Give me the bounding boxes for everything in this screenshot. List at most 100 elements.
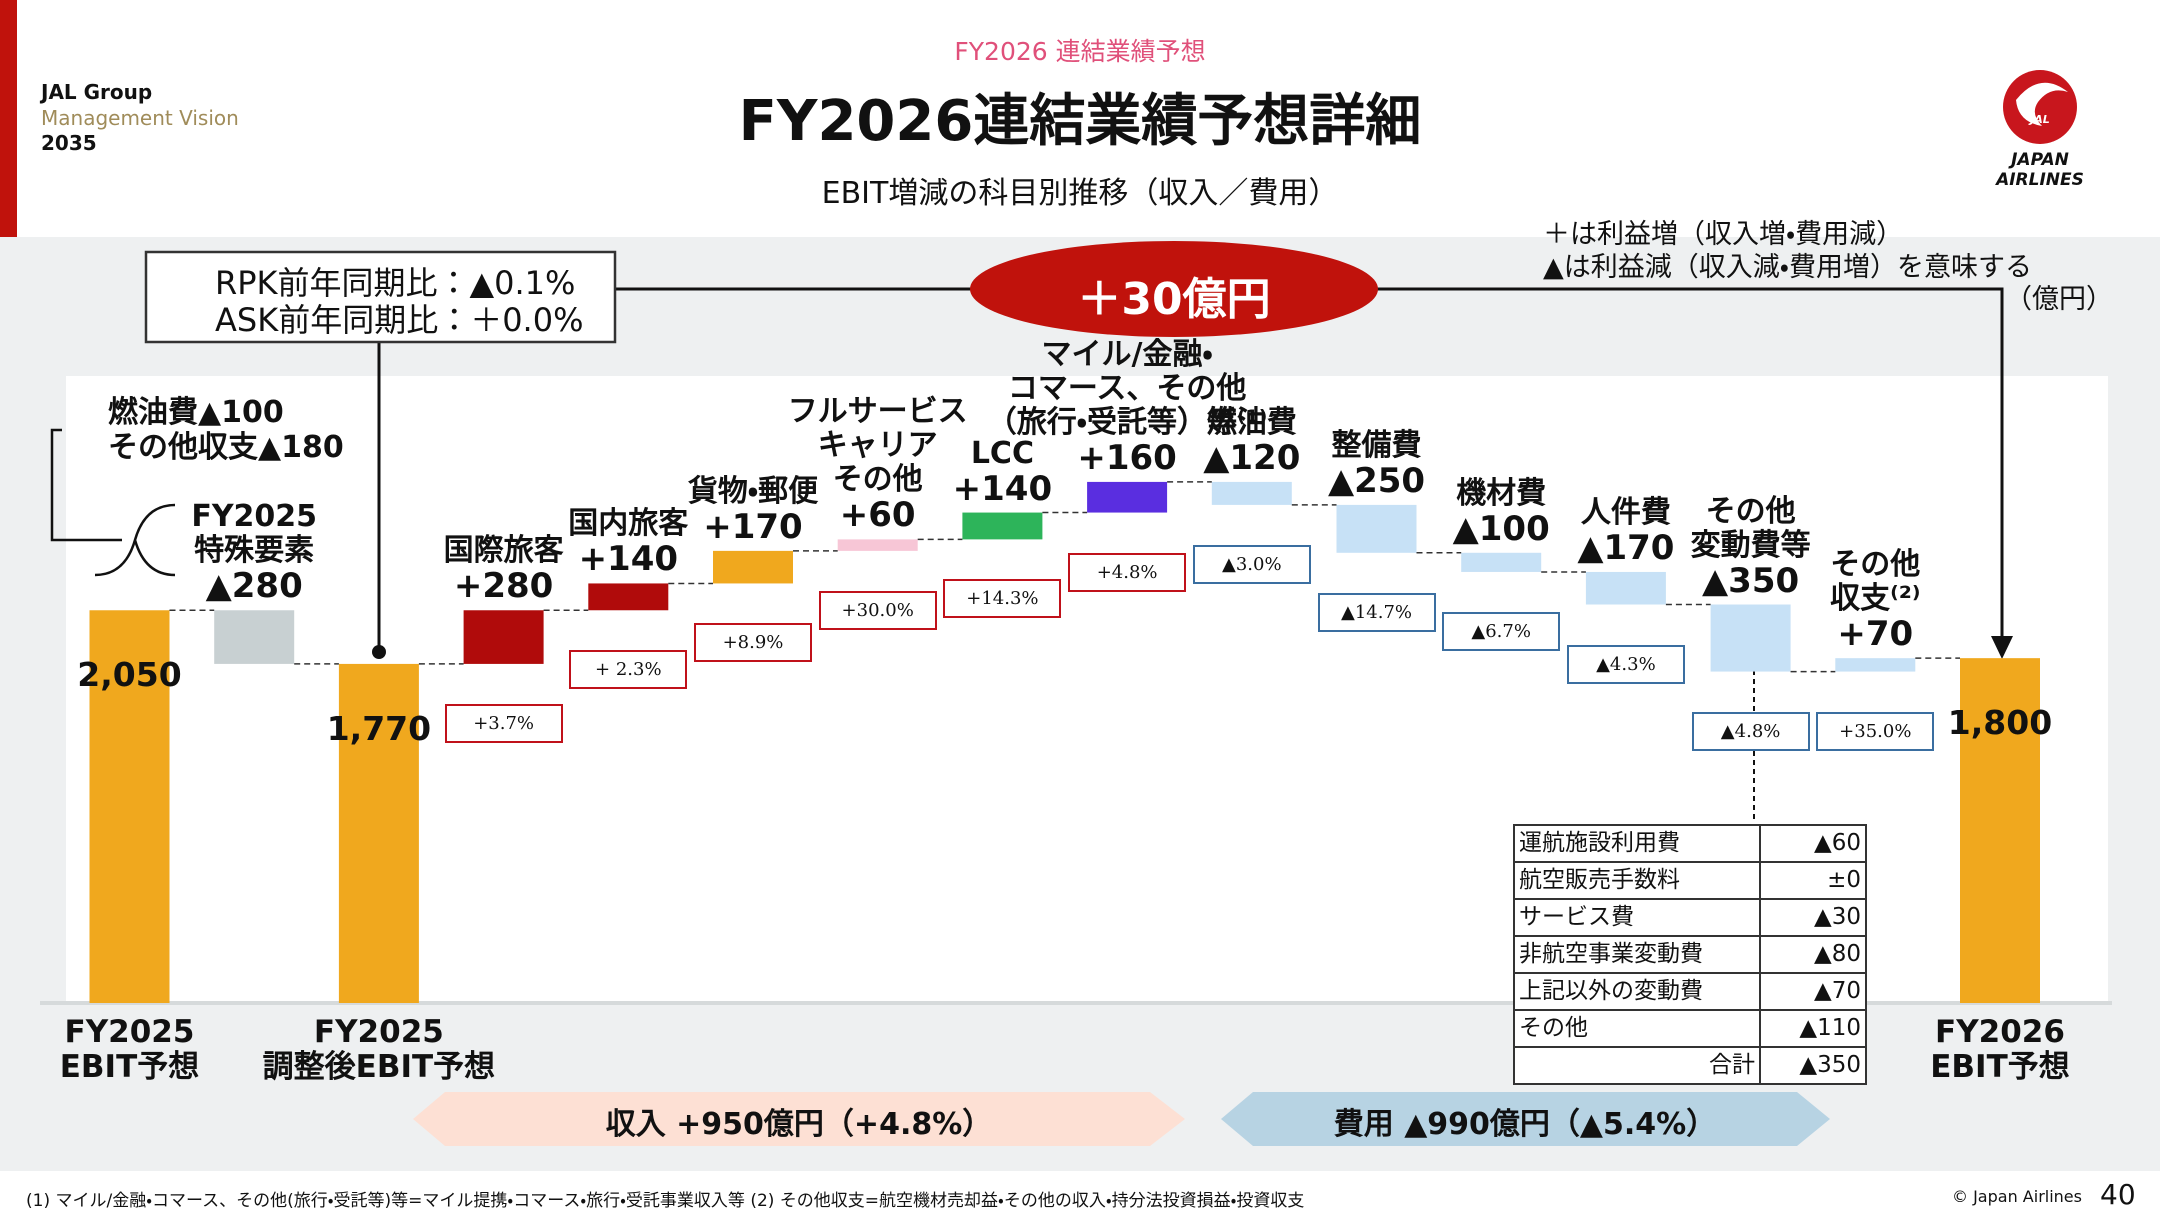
value-label: +60: [839, 495, 916, 536]
legend-note: ▲は利益減（収入減・費用増）を意味する: [1543, 252, 2032, 283]
category-label: FY2026 EBIT予想: [1930, 1014, 2070, 1085]
page-number: 40: [2100, 1178, 2136, 1211]
change-box: +14.3%: [943, 579, 1062, 619]
bar: [1461, 552, 1542, 572]
table-row: 上記以外の変動費 ▲70: [1513, 972, 1867, 1011]
section-label: FY2026 連結業績予想: [954, 37, 1206, 66]
table-row: その他 ▲110: [1513, 1009, 1867, 1048]
table-cell: 合計: [1513, 1046, 1761, 1085]
table-cell: ±0: [1759, 861, 1867, 900]
total-change: ＋30億円: [1077, 274, 1271, 325]
table-cell: ▲60: [1759, 824, 1867, 863]
table-row: 運航施設利用費 ▲60: [1513, 824, 1867, 863]
category-label: 人件費: [1580, 494, 1671, 530]
title: FY2026連結業績予想詳細: [738, 89, 1422, 154]
logo-mark: JAL: [2030, 113, 2050, 126]
special-note: 燃油費▲100 その他収支▲180: [108, 395, 344, 465]
value-label: +170: [703, 506, 803, 547]
change-box: +35.0%: [1816, 711, 1935, 751]
brand-line: JAL Group: [41, 80, 153, 104]
logo-crane: [2016, 82, 2068, 126]
red-strip: [0, 0, 17, 237]
table-cell: サービス費: [1513, 898, 1761, 937]
category-label: その他 変動費等: [1690, 493, 1811, 563]
table-cell: ▲110: [1759, 1009, 1867, 1048]
bar-label: 整備費 ▲250: [1328, 427, 1425, 499]
category-label: 燃油費: [1206, 404, 1297, 440]
bar: [1835, 658, 1916, 672]
bar: [338, 663, 419, 1003]
category-label: LCC: [970, 435, 1034, 471]
table-cell: 上記以外の変動費: [1513, 972, 1761, 1011]
bar-label: 燃油費 ▲120: [1203, 404, 1301, 478]
category-label: 整備費: [1331, 427, 1422, 463]
bar: [1710, 604, 1791, 672]
change-box: ▲4.3%: [1566, 644, 1685, 684]
table-cell: その他: [1513, 1009, 1761, 1048]
subtitle: EBIT増減の科目別推移（収入／費用）: [821, 176, 1339, 211]
bar-label: その他 収支⁽²⁾ +70: [1830, 547, 1921, 655]
bar-label: 機材費 ▲100: [1452, 475, 1550, 549]
cost-arrow: [1221, 1092, 1830, 1146]
traffic-box: [144, 250, 617, 344]
bar-label: 国際旅客 +280: [444, 534, 564, 607]
value-label: +140: [952, 468, 1053, 509]
change-box: ▲4.8%: [1691, 711, 1810, 751]
bar: [588, 583, 669, 611]
change-box: ▲14.7%: [1317, 592, 1436, 632]
bar-label: マイル/金融・ コマース、その他 （旅行・受託等）等⁽¹⁾ +160: [986, 336, 1268, 476]
change-box: + 2.3%: [569, 650, 688, 690]
bar: [962, 512, 1043, 540]
bar: [1960, 658, 2040, 1003]
table-row: 航空販売手数料 ±0: [1513, 861, 1867, 900]
table-row: 非航空事業変動費 ▲80: [1513, 935, 1867, 974]
revenue-arrow: [413, 1092, 1185, 1146]
brace: [94, 503, 176, 577]
bar-label: フルサービス キャリア その他 +60: [787, 394, 968, 536]
cost-summary: 費用 ▲990億円（▲5.4%）: [1333, 1107, 1717, 1142]
category-label: マイル/金融・ コマース、その他 （旅行・受託等）等⁽¹⁾: [986, 336, 1268, 440]
bar-label: LCC +140: [952, 435, 1053, 509]
legend-note: ＋は利益増（収入増・費用減）: [1543, 219, 1904, 250]
value-label: ▲100: [1452, 508, 1550, 549]
bracket: [50, 428, 122, 542]
value-label: +70: [1837, 614, 1914, 655]
revenue-summary: 収入 +950億円（+4.8%）: [605, 1107, 993, 1142]
bar-label: FY2025 特殊要素 ▲280: [191, 499, 318, 605]
bar: [1336, 504, 1417, 553]
bar: [463, 610, 544, 664]
total-oval: [970, 241, 1378, 337]
brand-line: Management Vision: [41, 106, 239, 130]
footnote: (1) マイル/金融・コマース、その他(旅行・受託等)等=マイル提携・コマース・…: [26, 1191, 1305, 1211]
category-label: 貨物・郵便: [687, 473, 819, 509]
bar: [713, 550, 793, 584]
table-cell: 運航施設利用費: [1513, 824, 1761, 863]
table-cell: 航空販売手数料: [1513, 861, 1761, 900]
bar: [837, 539, 918, 551]
value-label: ▲120: [1203, 437, 1301, 478]
table-row: サービス費 ▲30: [1513, 898, 1867, 937]
value-label: ▲170: [1577, 527, 1675, 568]
category-label: フルサービス キャリア その他: [787, 394, 968, 498]
breakdown-table: 運航施設利用費 ▲60 航空販売手数料 ±0 サービス費 ▲30 非航空事業変動費 ▲80 上記…: [1513, 824, 1867, 1085]
traffic-dot: [372, 645, 386, 659]
bar: [1211, 481, 1292, 505]
category-label: 機材費: [1456, 475, 1547, 511]
bar-label: その他 変動費等 ▲350: [1690, 493, 1811, 599]
value-label: 1,800: [1947, 703, 2053, 743]
bar-label: 人件費 ▲170: [1577, 494, 1675, 568]
category-label: その他 収支⁽²⁾: [1830, 547, 1921, 617]
category-label: 国内旅客: [568, 506, 689, 542]
traffic-line: ASK前年同期比：＋0.0%: [215, 301, 584, 339]
bar-label: 貨物・郵便 +170: [687, 473, 819, 547]
value-label: 1,770: [326, 708, 432, 748]
bar-label: 国内旅客 +140: [568, 506, 689, 578]
value-label: +280: [453, 566, 554, 607]
category-label: FY2025 特殊要素: [191, 499, 318, 569]
change-box: +30.0%: [818, 590, 937, 630]
category-label: FY2025 EBIT予想: [59, 1014, 200, 1085]
change-box: +3.7%: [444, 703, 563, 743]
